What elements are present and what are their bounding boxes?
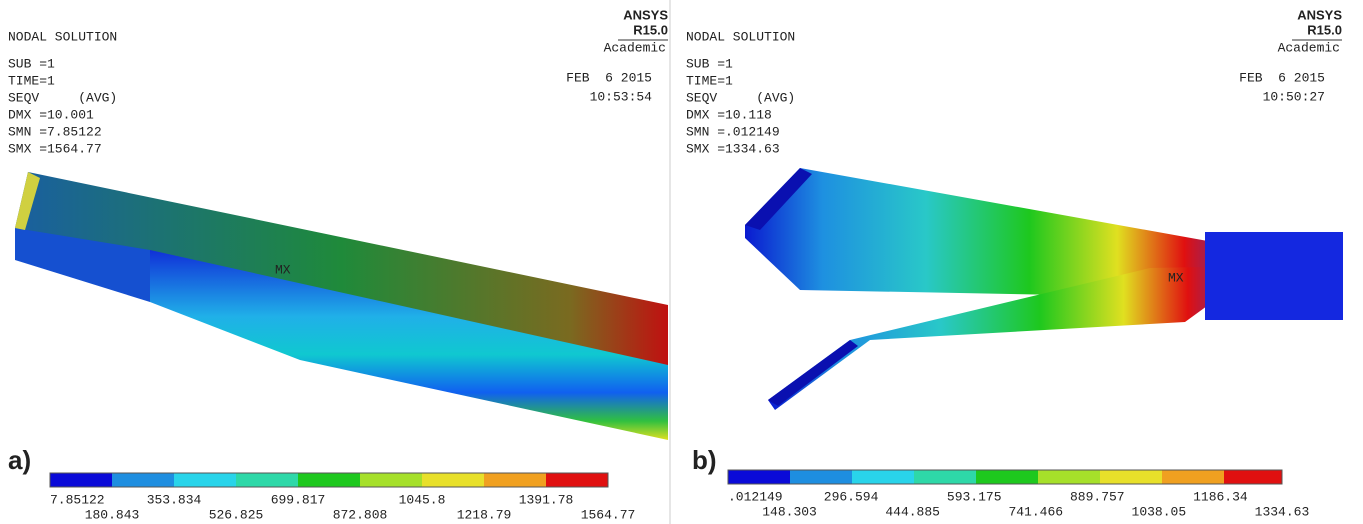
legend-label: 180.843: [85, 507, 140, 522]
logo-name: ANSYS: [1297, 7, 1342, 22]
legend-label: 741.466: [1008, 504, 1063, 519]
header-line: SEQV (AVG): [8, 90, 117, 105]
logo-license: Academic: [1278, 40, 1340, 55]
logo-name: ANSYS: [623, 7, 668, 22]
time: 10:53:54: [590, 89, 653, 104]
max-marker: MX: [275, 262, 291, 277]
panel-label: a): [8, 445, 31, 475]
logo-license: Academic: [604, 40, 666, 55]
legend-label: 148.303: [762, 504, 817, 519]
header-line: SUB =1: [686, 56, 733, 71]
header-line: NODAL SOLUTION: [686, 29, 795, 44]
header-line: NODAL SOLUTION: [8, 29, 117, 44]
legend-label: 699.817: [271, 492, 326, 507]
panel-label: b): [692, 445, 717, 475]
header-line: SMX =1334.63: [686, 141, 780, 156]
legend-label: 444.885: [885, 504, 940, 519]
logo-version: R15.0: [633, 22, 668, 37]
header-line: SMN =.012149: [686, 124, 780, 139]
header-line: TIME=1: [686, 73, 733, 88]
header-line: SMX =1564.77: [8, 141, 102, 156]
header-line: SMN =7.85122: [8, 124, 102, 139]
header-line: SUB =1: [8, 56, 55, 71]
model-a: [15, 172, 668, 440]
legend-label: 1218.79: [457, 507, 512, 522]
legend-label: 1045.8: [399, 492, 446, 507]
legend-label: .012149: [728, 489, 783, 504]
legend-label: 353.834: [147, 492, 202, 507]
legend-label: 889.757: [1070, 489, 1125, 504]
legend-label: 1391.78: [519, 492, 574, 507]
date: FEB 6 2015: [566, 70, 652, 85]
legend-label: 526.825: [209, 507, 264, 522]
max-marker: MX: [1168, 270, 1184, 285]
legend-label: 872.808: [333, 507, 388, 522]
time: 10:50:27: [1263, 89, 1325, 104]
date: FEB 6 2015: [1239, 70, 1325, 85]
legend-label: 1334.63: [1255, 504, 1310, 519]
legend-b: [727, 469, 1283, 485]
legend-label: 296.594: [824, 489, 879, 504]
legend-label: 7.85122: [50, 492, 105, 507]
model-b: [745, 168, 1343, 410]
legend-label: 1038.05: [1132, 504, 1187, 519]
header-line: SEQV (AVG): [686, 90, 795, 105]
header-line: DMX =10.118: [686, 107, 772, 122]
header-line: DMX =10.001: [8, 107, 94, 122]
header-line: TIME=1: [8, 73, 55, 88]
legend-label: 1186.34: [1193, 489, 1248, 504]
legend-label: 593.175: [947, 489, 1002, 504]
logo-version: R15.0: [1307, 22, 1342, 37]
legend-label: 1564.77: [581, 507, 636, 522]
legend-a: [49, 472, 609, 488]
